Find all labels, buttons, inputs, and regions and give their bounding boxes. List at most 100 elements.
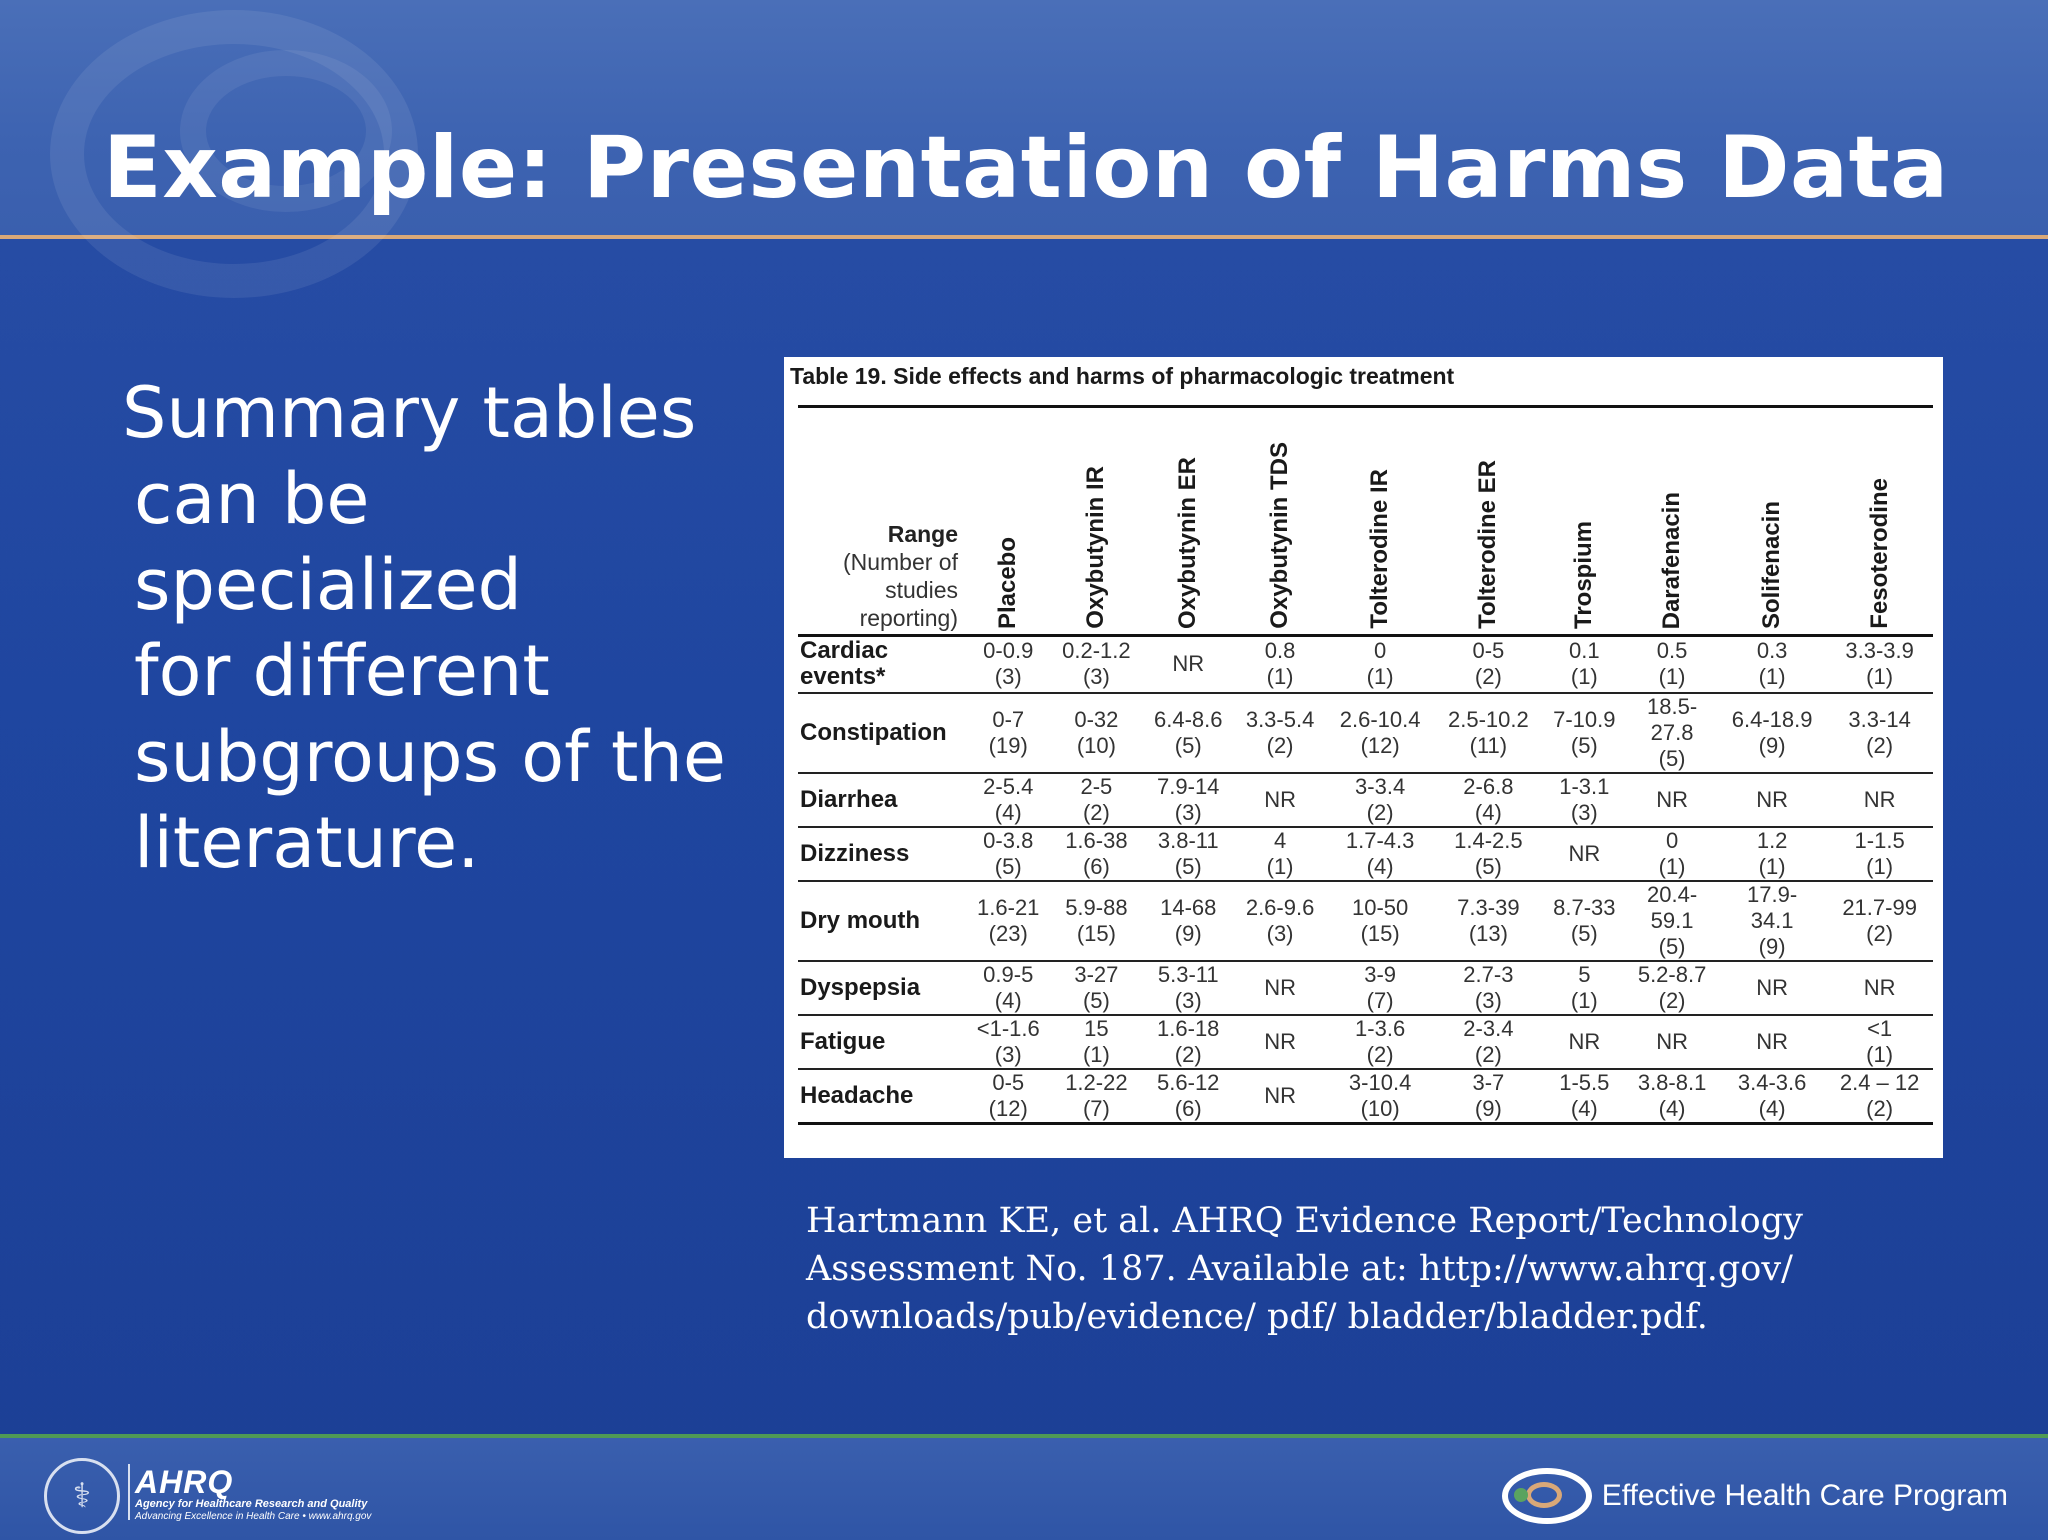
table-row: Dizziness 0-3.8 (5) 1.6-38 (6) 3.8-11 (5) 4 … xyxy=(798,826,1933,882)
range-header: Range (Number of studies reporting) xyxy=(798,406,966,637)
table-cell: 6.4-8.6 (5) xyxy=(1142,692,1235,774)
table-cell: 3.3-14 (2) xyxy=(1826,692,1933,774)
hhs-seal-icon: ⚕ xyxy=(44,1458,120,1534)
row-label: Dyspepsia xyxy=(798,960,966,1016)
column-header: Fesoterodine xyxy=(1826,406,1933,637)
ehc-program-label: Effective Health Care Program xyxy=(1601,1479,2008,1512)
column-header-label: Trospium xyxy=(1570,520,1598,629)
table-cell: NR xyxy=(1718,772,1827,828)
table-cell: 0 (1) xyxy=(1326,635,1435,694)
table-cell: 3.3-3.9 (1) xyxy=(1826,635,1933,694)
table-cell: 2.6-9.6 (3) xyxy=(1234,880,1326,962)
table-cell: 5.9-88 (15) xyxy=(1050,880,1143,962)
table-cell: 1-1.5 (1) xyxy=(1826,826,1933,882)
column-header-label: Fesoterodine xyxy=(1865,478,1893,629)
table-cell: 0.9-5 (4) xyxy=(966,960,1051,1016)
table-cell: 1.7-4.3 (4) xyxy=(1326,826,1435,882)
table-cell: 14-68 (9) xyxy=(1142,880,1235,962)
table-cell: 0.3 (1) xyxy=(1718,635,1827,694)
table-body: Cardiac events* 0-0.9 (3) 0.2-1.2 (3) NR 0.8… xyxy=(798,635,1933,1124)
column-header: Oxybutynin TDS xyxy=(1234,406,1326,637)
table-cell: NR xyxy=(1264,1082,1296,1108)
slide-footer: ⚕ AHRQ Agency for Healthcare Research an… xyxy=(0,1434,2048,1540)
column-header-label: Tolterodine ER xyxy=(1474,460,1502,629)
citation: Hartmann KE, et al. AHRQ Evidence Report… xyxy=(806,1197,1976,1341)
citation-link[interactable]: http://www.ahrq.gov/ downloads/pub/evide… xyxy=(806,1249,1793,1337)
body-line: for different xyxy=(134,630,550,712)
column-header-label: Oxybutynin TDS xyxy=(1266,442,1294,629)
row-label: Headache xyxy=(800,1081,914,1109)
table-cell: 0-5 (2) xyxy=(1434,635,1543,694)
harms-table-image: Table 19. Side effects and harms of phar… xyxy=(784,357,1943,1158)
table-cell: 0-7 (19) xyxy=(966,692,1051,774)
table-row: Headache 0-5 (12) 1.2-22 (7) 5.6-12 (6) NR 3-… xyxy=(798,1069,1933,1124)
citation-text: Hartmann KE, et al. AHRQ Evidence Report… xyxy=(806,1201,1803,1289)
harms-table: Range (Number of studies reporting) Plac… xyxy=(798,405,1933,1125)
ehc-swirl-icon xyxy=(1501,1468,1592,1524)
table-cell: 7.9-14 (3) xyxy=(1142,772,1235,828)
table-cell: 1.2 (1) xyxy=(1718,826,1827,882)
column-header: Placebo xyxy=(966,406,1051,637)
table-cell: NR xyxy=(1826,960,1933,1016)
range-header-note: reporting) xyxy=(859,605,958,631)
body-line: subgroups of the xyxy=(134,716,726,798)
table-cell: 5.2-8.7 (2) xyxy=(1626,960,1718,1016)
row-label: Diarrhea xyxy=(798,772,966,828)
ahrq-logo-subline: Advancing Excellence in Health Care • ww… xyxy=(135,1511,372,1522)
table-cell: 3.8-11 (5) xyxy=(1142,826,1235,882)
table-row: Fatigue <1-1.6 (3) 15 (1) 1.6-18 (2) NR 1-3.6… xyxy=(798,1014,1933,1070)
table-cell: 2-6.8 (4) xyxy=(1434,772,1543,828)
table-cell: NR xyxy=(1234,772,1326,828)
row-label: Dry mouth xyxy=(798,880,966,962)
column-header-label: Oxybutynin IR xyxy=(1082,466,1110,629)
table-header-row: Range (Number of studies reporting) Plac… xyxy=(798,406,1933,637)
table-cell: 1.2-22 (7) xyxy=(1065,1069,1128,1121)
slide-header: Example: Presentation of Harms Data xyxy=(0,0,2048,298)
column-header: Darafenacin xyxy=(1626,406,1718,637)
column-header: Trospium xyxy=(1542,406,1627,637)
column-header: Oxybutynin IR xyxy=(1050,406,1143,637)
table-cell: 0.5 (1) xyxy=(1626,635,1718,694)
table-cell: 2-5.4 (4) xyxy=(966,772,1051,828)
table-cell: 17.9- 34.1 (9) xyxy=(1718,880,1827,962)
table-cell: 3-27 (5) xyxy=(1050,960,1143,1016)
table-cell: 3-9 (7) xyxy=(1326,960,1435,1016)
table-row: Cardiac events* 0-0.9 (3) 0.2-1.2 (3) NR 0.8… xyxy=(798,635,1933,694)
table-cell: 0-3.8 (5) xyxy=(966,826,1051,882)
table-cell: NR xyxy=(1234,1014,1326,1070)
table-cell: NR xyxy=(1626,772,1718,828)
table-cell: 3.8-8.1 (4) xyxy=(1637,1069,1707,1121)
range-header-title: Range xyxy=(887,521,958,547)
table-cell: 1-3.6 (2) xyxy=(1326,1014,1435,1070)
ahrq-logo-mark: AHRQ xyxy=(135,1464,234,1500)
table-cell: 8.7-33 (5) xyxy=(1542,880,1627,962)
table-cell: 18.5- 27.8 (5) xyxy=(1626,692,1718,774)
table-cell: 3-3.4 (2) xyxy=(1326,772,1435,828)
table-row: Constipation 0-7 (19) 0-32 (10) 6.4-8.6 (5)… xyxy=(798,692,1933,774)
table-cell: NR xyxy=(1718,1014,1827,1070)
table-cell: 0.2-1.2 (3) xyxy=(1050,635,1143,694)
column-header-label: Tolterodine IR xyxy=(1366,469,1394,629)
slide-body-text: Summary tables can be specialized for di… xyxy=(122,370,772,886)
table-cell: 21.7-99 (2) xyxy=(1826,880,1933,962)
table-cell: 2.7-3 (3) xyxy=(1434,960,1543,1016)
table-cell: 10-50 (15) xyxy=(1326,880,1435,962)
column-header-label: Solifenacin xyxy=(1758,500,1786,629)
slide-title: Example: Presentation of Harms Data xyxy=(103,118,1949,218)
table-cell: NR xyxy=(1542,1014,1627,1070)
ahrq-logo-tagline: Agency for Healthcare Research and Quali… xyxy=(135,1498,368,1510)
table-cell: 2.4 – 12 (2) xyxy=(1839,1069,1920,1121)
table-cell: 2.6-10.4 (12) xyxy=(1326,692,1435,774)
table-cell: 5 (1) xyxy=(1542,960,1627,1016)
table-cell: <1 (1) xyxy=(1826,1014,1933,1070)
column-header-label: Oxybutynin ER xyxy=(1174,456,1202,629)
table-cell: 5.6-12 (6) xyxy=(1157,1069,1220,1121)
table-cell: NR xyxy=(1718,960,1827,1016)
table-cell: 3.4-3.6 (4) xyxy=(1737,1069,1807,1121)
range-header-note: (Number of xyxy=(842,549,958,575)
table-cell: <1-1.6 (3) xyxy=(966,1014,1051,1070)
table-cell: NR xyxy=(1626,1014,1718,1070)
ahrq-logo: AHRQ Agency for Healthcare Research and … xyxy=(135,1466,371,1523)
ehc-program-logo: Effective Health Care Program xyxy=(1501,1468,2008,1524)
